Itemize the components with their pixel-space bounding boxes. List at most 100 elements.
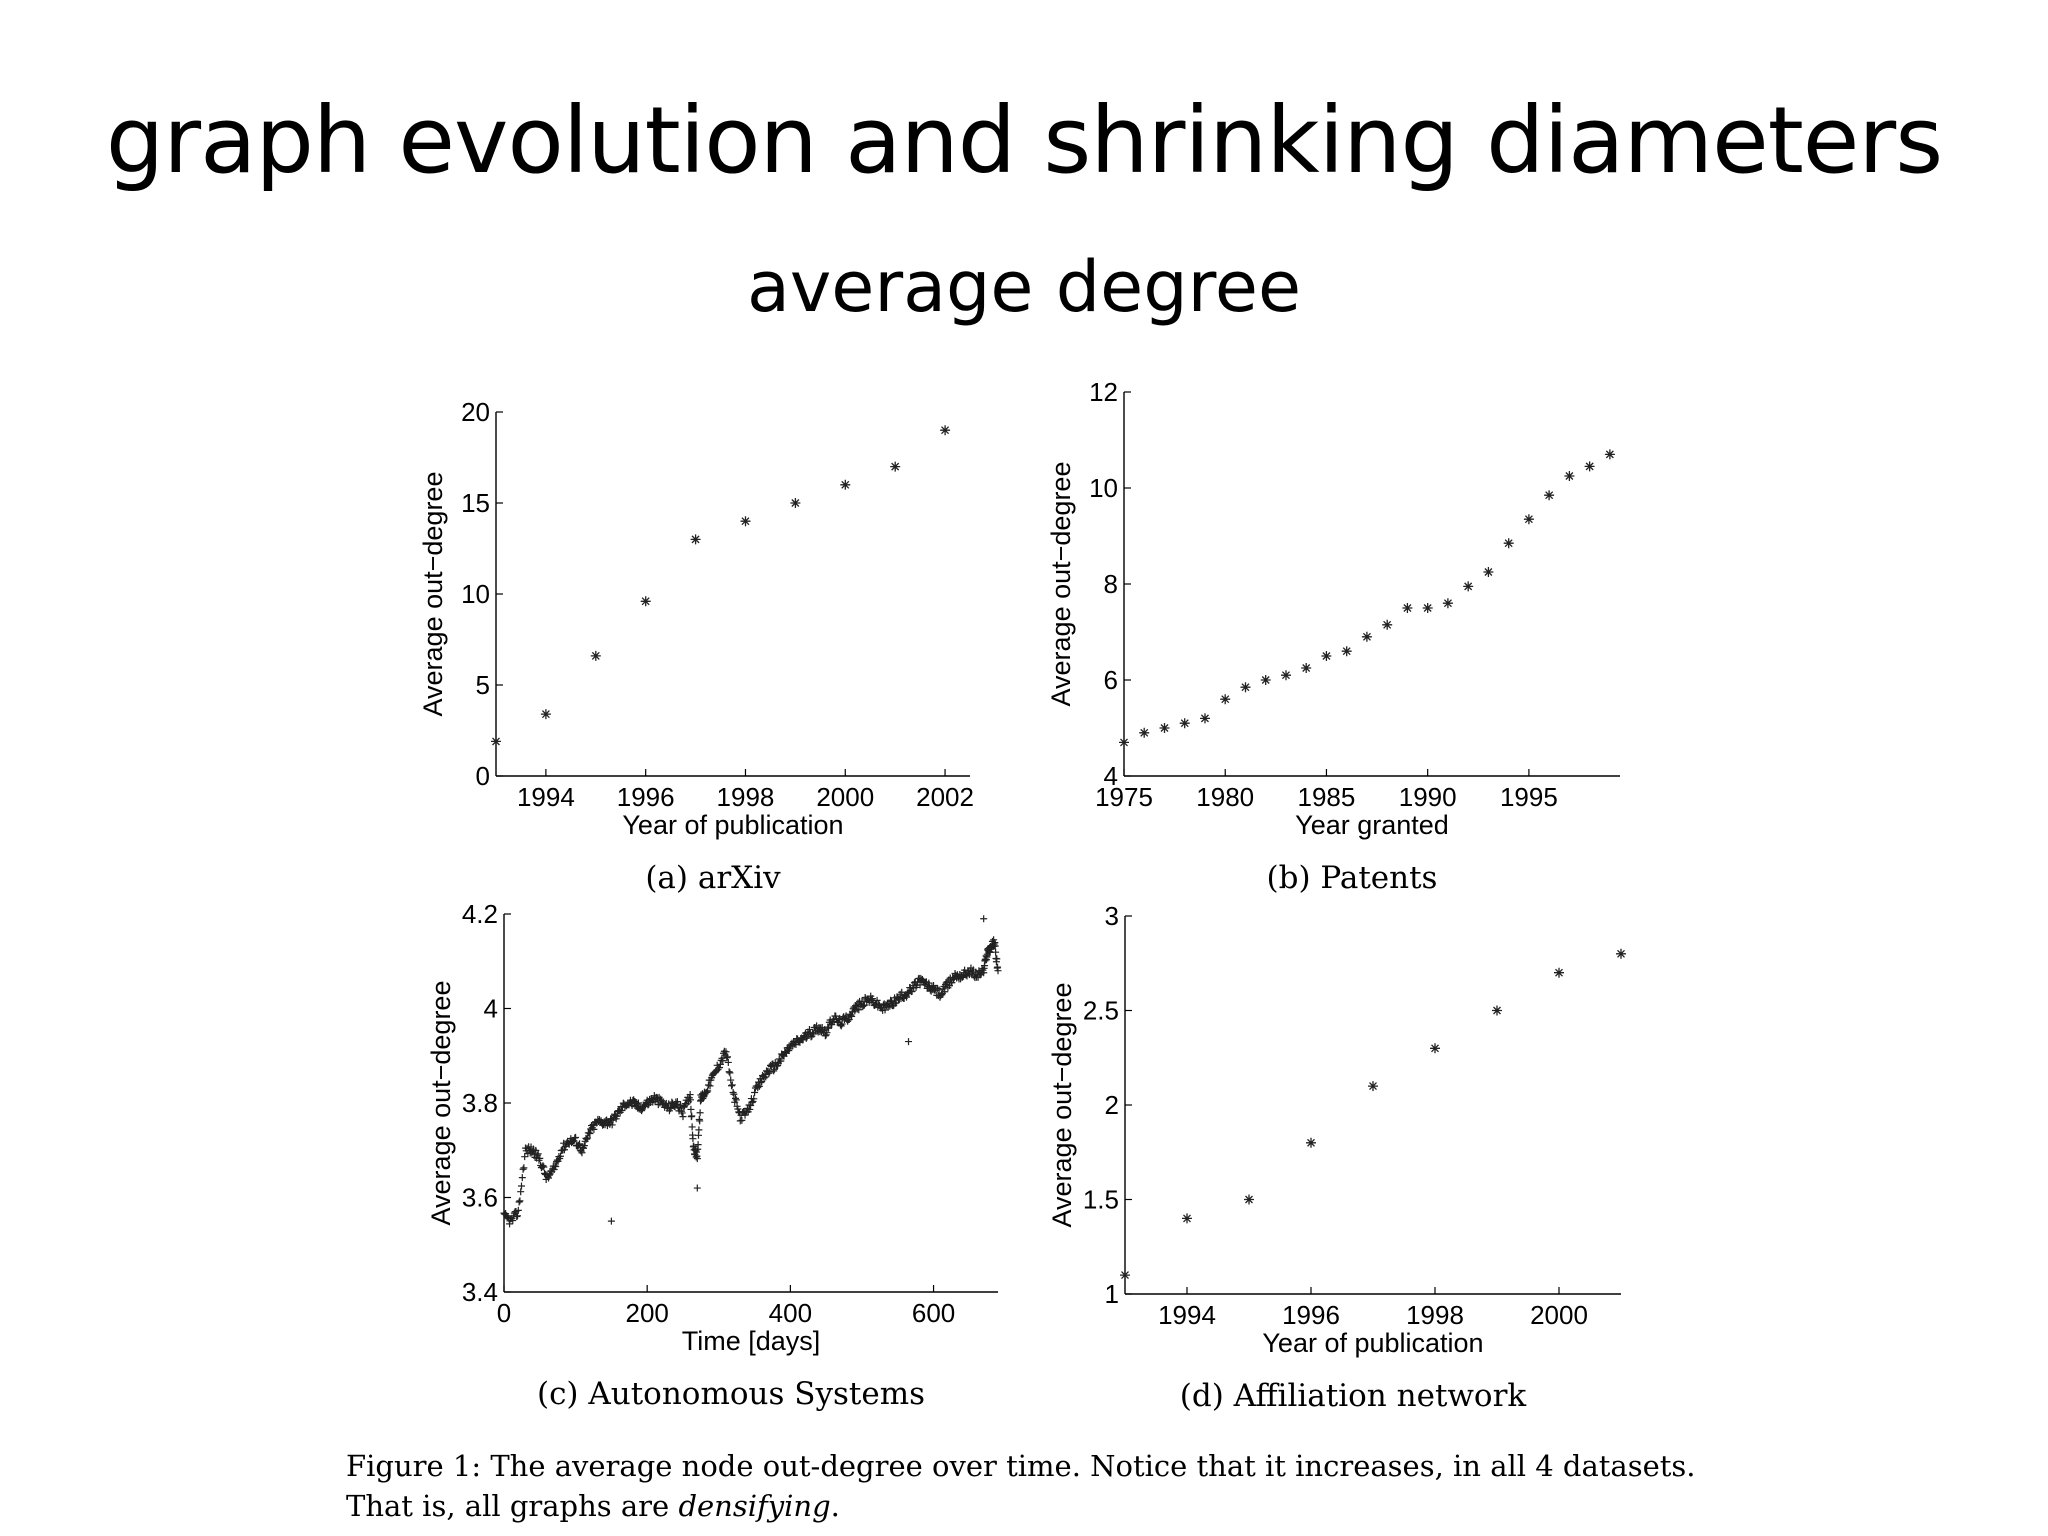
data-point — [516, 1197, 524, 1205]
data-point — [1281, 670, 1291, 681]
y-tick-label: 10 — [1089, 473, 1118, 503]
x-tick-label: 1998 — [717, 782, 775, 812]
y-axis-label: Average out−degree — [426, 981, 456, 1226]
data-point — [633, 1100, 641, 1108]
data-point — [724, 1058, 732, 1066]
data-point — [706, 1082, 714, 1090]
subplot-caption: (b) Patents — [1267, 860, 1438, 896]
data-point — [927, 987, 935, 995]
data-point — [570, 1137, 578, 1145]
chart-arxiv: 0 5 10 15 20 1994 1996 1998 2000 2002 Year of publ… — [418, 397, 974, 896]
y-tick-label: 20 — [461, 397, 490, 427]
data-point — [638, 1107, 646, 1115]
data-point — [1120, 1270, 1130, 1281]
y-tick-label: 4 — [484, 994, 498, 1024]
data-point — [583, 1135, 591, 1143]
y-tick-label: 12 — [1089, 377, 1118, 407]
data-point — [561, 1143, 569, 1151]
data-point — [935, 986, 943, 994]
y-tick-label: 4 — [1104, 761, 1118, 791]
data-point — [520, 1164, 528, 1172]
data-point — [1422, 603, 1433, 613]
data-point — [941, 988, 949, 996]
data-point — [590, 650, 601, 661]
data-point — [690, 534, 701, 545]
data-point — [728, 1082, 736, 1090]
data-point — [762, 1073, 770, 1081]
data-point — [509, 1217, 517, 1225]
data-point — [991, 942, 999, 950]
x-tick-label: 1990 — [1399, 782, 1457, 812]
figure-caption-line-2: That is, all graphs are densifying. — [346, 1488, 840, 1524]
data-point — [848, 1012, 856, 1020]
data-point — [704, 1087, 712, 1095]
data-point — [738, 1116, 746, 1124]
data-points — [491, 425, 951, 747]
data-point — [727, 1076, 735, 1084]
data-point — [716, 1060, 724, 1068]
data-point — [517, 1188, 525, 1196]
y-tick-label: 3.8 — [462, 1088, 498, 1118]
data-point — [518, 1182, 526, 1190]
data-point — [890, 461, 901, 472]
data-point — [790, 498, 801, 508]
data-point — [887, 996, 895, 1004]
data-point — [693, 1155, 701, 1163]
data-point — [584, 1134, 592, 1142]
data-point — [754, 1084, 762, 1092]
figure-caption-line-1: Figure 1: The average node out-degree ov… — [346, 1449, 1696, 1483]
data-point — [1430, 1043, 1440, 1054]
outlier-point — [905, 1038, 913, 1046]
subplot-caption: (c) Autonomous Systems — [537, 1376, 925, 1412]
data-point — [892, 999, 900, 1007]
data-point — [873, 996, 881, 1004]
data-point — [1564, 471, 1575, 481]
data-point — [611, 1112, 619, 1120]
data-point — [1301, 663, 1312, 673]
x-tick-label: 1994 — [1158, 1300, 1216, 1330]
data-point — [518, 1174, 526, 1182]
data-point — [1179, 718, 1190, 729]
data-point — [992, 948, 1000, 956]
data-point — [760, 1074, 768, 1082]
data-point — [696, 1117, 704, 1125]
data-point — [680, 1103, 688, 1111]
data-point — [539, 1162, 547, 1170]
data-point — [1341, 646, 1352, 657]
data-point — [618, 1107, 626, 1115]
y-tick-label: 8 — [1104, 569, 1118, 599]
data-point — [868, 995, 876, 1003]
data-point — [1544, 490, 1555, 501]
data-point — [904, 988, 912, 996]
data-point — [993, 955, 1001, 963]
x-tick-label: 1985 — [1298, 782, 1356, 812]
data-points — [1120, 948, 1626, 1281]
data-point — [695, 1126, 703, 1134]
y-tick-label: 1.5 — [1083, 1185, 1119, 1215]
data-point — [716, 1063, 724, 1071]
data-point — [1220, 694, 1231, 705]
data-point — [823, 1029, 831, 1037]
data-point — [746, 1105, 754, 1113]
data-point — [898, 988, 906, 996]
y-tick-label: 4.2 — [462, 899, 498, 929]
data-point — [741, 1111, 749, 1119]
data-point — [678, 1109, 686, 1117]
data-point — [1554, 967, 1564, 978]
caption-prefix: That is, all graphs are — [346, 1489, 679, 1523]
data-point — [748, 1099, 756, 1106]
data-point — [1260, 675, 1271, 685]
data-points — [500, 915, 1002, 1228]
data-point — [552, 1163, 560, 1171]
chart-autonomous-systems: 3.4 3.6 3.8 4 4.2 0 200 400 600 Time [days] Averag… — [426, 899, 1002, 1412]
data-point — [855, 1006, 863, 1014]
data-point — [844, 1017, 852, 1025]
data-point — [651, 1097, 659, 1105]
x-tick-label: 1996 — [617, 782, 675, 812]
x-tick-label: 2002 — [916, 782, 974, 812]
data-point — [1523, 514, 1534, 525]
data-point — [1483, 567, 1494, 577]
data-point — [777, 1057, 785, 1065]
data-point — [732, 1096, 740, 1104]
